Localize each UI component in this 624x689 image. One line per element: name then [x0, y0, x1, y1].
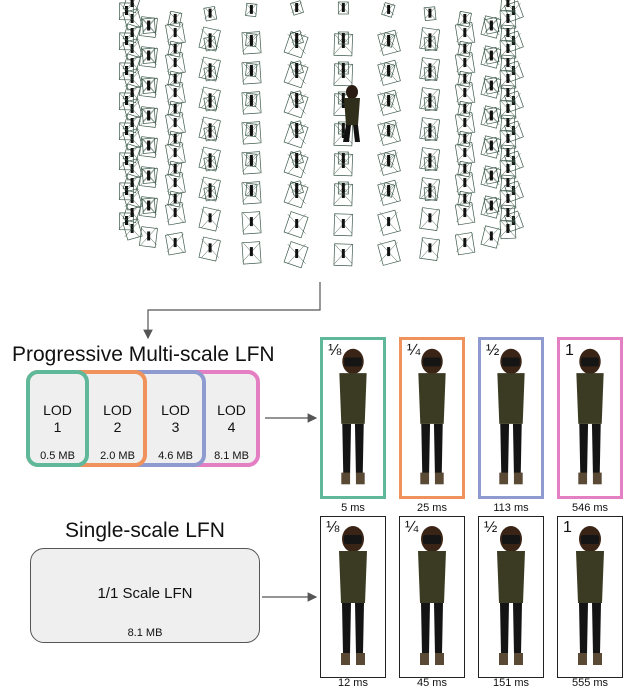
single-panel-1: ⅛ [320, 516, 386, 678]
lod-2-label: LOD 2 [103, 402, 132, 435]
scale-label: ¼ [405, 519, 419, 536]
lod-4-size: 8.1 MB [214, 450, 249, 462]
single-time-4: 555 ms [571, 677, 609, 689]
lod-3-size: 4.6 MB [158, 450, 193, 462]
single-time-2: 45 ms [417, 677, 447, 689]
scale-label: ⅛ [328, 342, 342, 359]
single-scale-label: 1/1 Scale LFN [97, 585, 193, 602]
single-time-1: 12 ms [338, 677, 368, 689]
single-panel-4: 1 [557, 516, 623, 678]
single-scale-box [30, 548, 260, 643]
progressive-time-1: 5 ms [341, 502, 365, 514]
scale-label: ½ [486, 342, 500, 359]
person-render [418, 348, 446, 485]
person-render [576, 348, 604, 485]
lod-1-box [26, 370, 89, 467]
scale-label: ⅛ [326, 519, 340, 536]
person-render [418, 526, 446, 665]
person-render [576, 526, 604, 665]
scale-label: 1 [563, 519, 572, 536]
single-panel-3: ½ [478, 516, 544, 678]
single-panel-2: ¼ [399, 516, 465, 678]
progressive-title: Progressive Multi-scale LFN [12, 343, 275, 366]
person-render [497, 348, 525, 485]
single-scale-size: 8.1 MB [127, 627, 163, 639]
lod-1-label: LOD 1 [43, 402, 72, 435]
person-render [339, 526, 367, 665]
progressive-panel-1: ⅛ [320, 337, 386, 499]
rig-to-lfn-arrow [143, 282, 321, 340]
scale-label: ¼ [407, 342, 421, 359]
progressive-panel-3: ½ [478, 337, 544, 499]
progressive-time-2: 25 ms [417, 502, 447, 514]
scale-label: ½ [484, 519, 498, 536]
person-render [497, 526, 525, 665]
progressive-time-4: 546 ms [571, 502, 609, 514]
camera-rig-illustration [118, 0, 524, 269]
scale-label: 1 [565, 342, 574, 359]
progressive-panel-2: ¼ [399, 337, 465, 499]
lod-1-size: 0.5 MB [40, 450, 75, 462]
single-time-3: 151 ms [492, 677, 530, 689]
single-scale-title: Single-scale LFN [65, 519, 225, 542]
lod-4-label: LOD 4 [217, 402, 246, 435]
progressive-panel-4: 1 [557, 337, 623, 499]
lod-2-size: 2.0 MB [100, 450, 135, 462]
lod-3-label: LOD 3 [161, 402, 190, 435]
progressive-time-3: 113 ms [493, 502, 529, 514]
person-render [339, 348, 367, 485]
